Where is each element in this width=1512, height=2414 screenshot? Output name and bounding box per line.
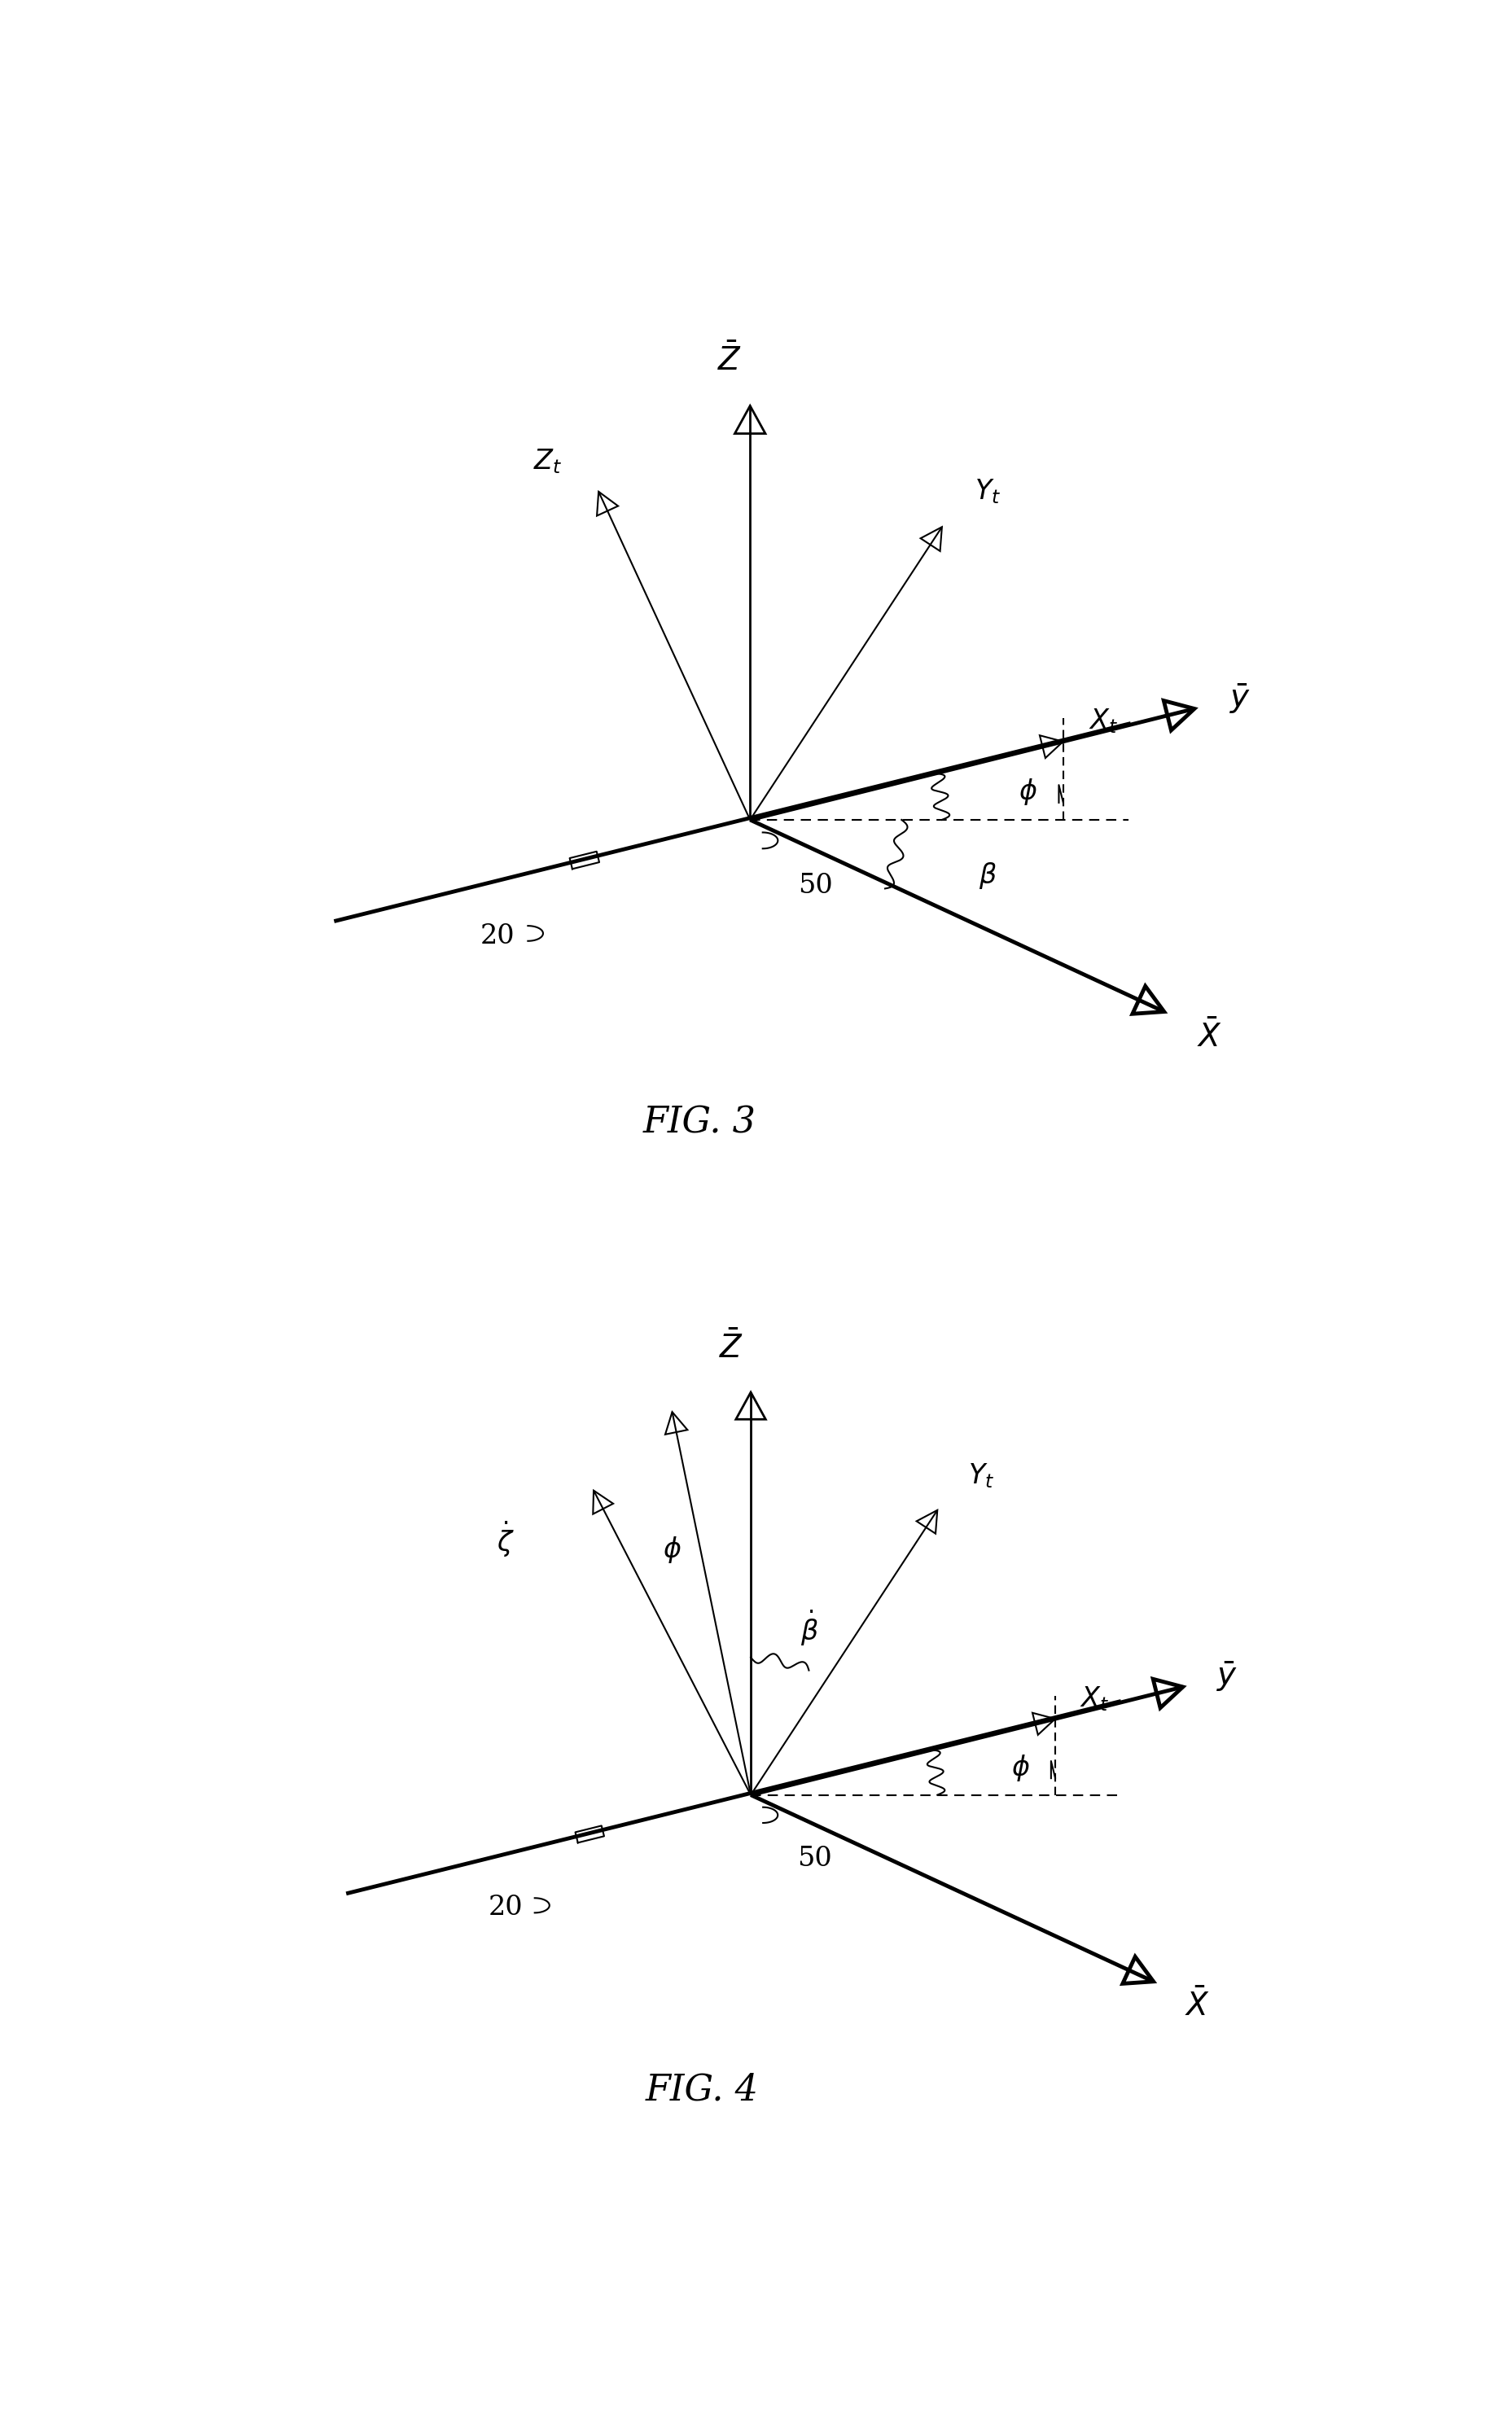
Text: $\phi$: $\phi$ bbox=[662, 1535, 682, 1564]
Text: $Y_t$: $Y_t$ bbox=[974, 478, 999, 507]
Text: FIG. 3: FIG. 3 bbox=[643, 1106, 756, 1139]
Text: $\bar{y}$: $\bar{y}$ bbox=[1216, 1661, 1237, 1695]
Text: 20: 20 bbox=[479, 922, 514, 949]
Text: FIG. 4: FIG. 4 bbox=[644, 2071, 758, 2107]
Text: $\dot{\beta}$: $\dot{\beta}$ bbox=[800, 1608, 818, 1649]
Text: 50: 50 bbox=[798, 871, 833, 898]
Text: 50: 50 bbox=[797, 1847, 832, 1871]
Text: $\bar{Z}$: $\bar{Z}$ bbox=[718, 1333, 742, 1364]
Text: $\beta$: $\beta$ bbox=[978, 859, 996, 891]
Text: $\phi$: $\phi$ bbox=[1012, 1753, 1030, 1784]
Text: $Z_t$: $Z_t$ bbox=[534, 447, 562, 476]
Text: $\bar{Z}$: $\bar{Z}$ bbox=[717, 343, 742, 377]
Text: $\dot{\zeta}$: $\dot{\zeta}$ bbox=[496, 1521, 514, 1559]
Text: $\bar{X}$: $\bar{X}$ bbox=[1184, 1989, 1210, 2023]
Text: $X_t$: $X_t$ bbox=[1080, 1685, 1108, 1714]
Text: $\bar{X}$: $\bar{X}$ bbox=[1196, 1021, 1222, 1053]
Text: 20: 20 bbox=[488, 1895, 522, 1922]
Text: $Y_t$: $Y_t$ bbox=[968, 1460, 995, 1489]
Text: $X_t$: $X_t$ bbox=[1089, 707, 1117, 736]
Text: $\bar{y}$: $\bar{y}$ bbox=[1228, 683, 1250, 715]
Text: $\phi$: $\phi$ bbox=[1018, 777, 1037, 806]
